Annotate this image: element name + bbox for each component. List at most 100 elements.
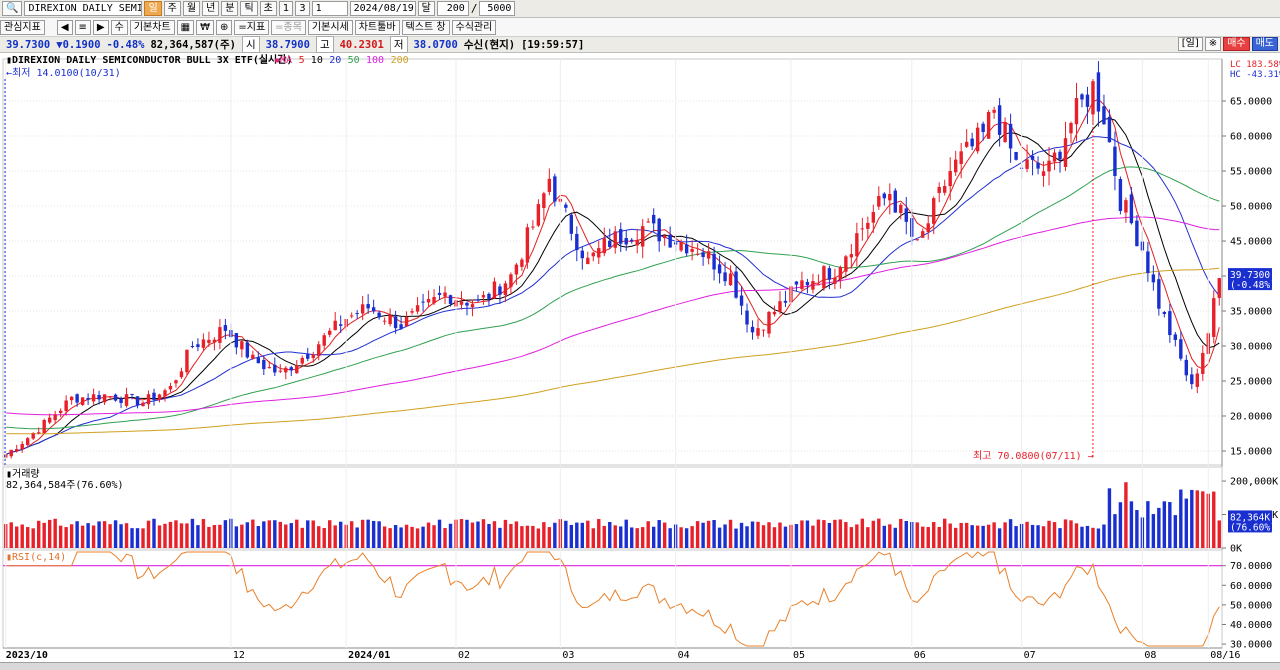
volume-bar <box>75 521 79 548</box>
volume-bar <box>975 525 980 548</box>
indicator-button[interactable]: =지표 <box>234 20 270 35</box>
chart-toolbar-button[interactable]: 차트툴바 <box>354 20 400 35</box>
candle-body <box>794 281 799 285</box>
sell-button[interactable]: 매도 <box>1251 37 1278 51</box>
volume-bar <box>712 520 716 548</box>
candle-body <box>349 315 354 317</box>
volume-bar <box>684 528 689 548</box>
volume-bar <box>997 528 1002 548</box>
settings-icon[interactable]: ※ <box>1204 37 1222 51</box>
volume-bar <box>388 528 392 548</box>
candle-body <box>256 357 261 364</box>
volume-bar <box>1080 526 1084 548</box>
volume-bar <box>36 520 41 548</box>
ma-line-ma100 <box>5 216 1220 416</box>
ma-legend-item: ▪MA <box>274 55 292 66</box>
candle-body <box>91 394 96 402</box>
num1-button[interactable]: 1 <box>278 1 294 16</box>
volume-bar <box>893 527 897 548</box>
candle-body <box>15 449 19 452</box>
period-tick-button[interactable]: 틱 <box>240 1 258 16</box>
candle-body <box>135 396 140 406</box>
volume-bar <box>1201 491 1205 548</box>
num2-button[interactable]: 3 <box>295 1 310 16</box>
period-minute-button[interactable]: 분 <box>221 1 239 16</box>
calendar-icon[interactable]: 달 <box>417 1 435 16</box>
candle-body <box>262 359 266 370</box>
nav-right-button[interactable]: ▶ <box>92 20 109 35</box>
indicator-list-button[interactable]: 관심지표 <box>0 20 45 35</box>
count-input[interactable]: 200 <box>436 1 469 16</box>
period-second-button[interactable]: 초 <box>259 1 277 16</box>
candle-body <box>772 311 777 315</box>
volume-bar <box>772 527 777 548</box>
rsi-tick-label: 40.0000 <box>1230 620 1272 631</box>
volume-bar <box>415 528 420 548</box>
volume-bar <box>64 527 68 548</box>
volume-bar <box>1173 515 1178 548</box>
currency-button[interactable]: ₩ <box>196 20 214 35</box>
candle-body <box>360 304 365 314</box>
basic-chart-button[interactable]: 기본차트 <box>129 20 175 35</box>
candle-body <box>915 239 919 241</box>
symbol-input[interactable]: DIREXION DAILY SEMICONDL <box>24 1 143 16</box>
volume-bar <box>964 522 969 548</box>
candle-body <box>141 402 145 407</box>
nav-menu-button[interactable]: ≡ <box>74 20 91 35</box>
last-price-label: 39.7300 <box>1230 270 1270 281</box>
price-change: ▼0.1900 <box>56 38 101 51</box>
text-window-button[interactable]: 텍스트 창 <box>401 20 450 35</box>
formula-button[interactable]: 수식관리 <box>451 20 497 35</box>
scroll-bar[interactable] <box>0 662 1280 670</box>
candle-body <box>800 280 804 289</box>
volume-bar <box>750 521 755 548</box>
multiplier-select[interactable]: 1 <box>311 1 348 16</box>
period-year-button[interactable]: 년 <box>202 1 220 16</box>
volume-bar <box>932 521 936 548</box>
max-input[interactable]: 5000 <box>479 1 516 16</box>
rsi-line <box>5 551 1220 647</box>
volume-bar <box>470 522 475 548</box>
volume-bar <box>448 523 453 548</box>
candle-body <box>328 330 332 335</box>
period-day-button[interactable]: 일 <box>144 1 162 16</box>
candle-body <box>113 394 118 401</box>
candle-body <box>207 339 211 344</box>
volume-bar <box>1047 520 1051 548</box>
date-input[interactable]: 2024/08/19 <box>349 1 416 16</box>
search-icon[interactable]: 🔍 <box>2 1 23 16</box>
volume-bar <box>992 522 996 548</box>
volume-bar <box>223 520 228 548</box>
volume-bar <box>1151 514 1156 548</box>
volume-bar <box>157 525 162 548</box>
ma-line-ma200 <box>5 267 1220 435</box>
stock-chart[interactable]: 15.0000 20.0000 25.0000 30.0000 35.0000 40.00… <box>0 53 1280 662</box>
nav-left-button[interactable]: ◀ <box>56 20 73 35</box>
volume-bar <box>706 520 711 548</box>
period-week-button[interactable]: 주 <box>163 1 181 16</box>
rsi-tick-label: 70.0000 <box>1230 561 1272 572</box>
capture-icon[interactable]: ▦ <box>176 20 195 35</box>
candle-body <box>80 397 85 406</box>
candle-body <box>130 393 134 395</box>
stock-button[interactable]: =종목 <box>271 20 306 35</box>
period-month-button[interactable]: 월 <box>182 1 201 16</box>
modify-button[interactable]: 수 <box>110 20 128 35</box>
view-mode-button[interactable]: [일] <box>1177 37 1203 51</box>
candle-body <box>712 253 716 270</box>
basic-quote-button[interactable]: 기본시세 <box>307 20 353 35</box>
volume-bar <box>1003 522 1007 548</box>
candle-body <box>695 253 700 255</box>
link-icon[interactable]: ⊕ <box>215 20 233 35</box>
volume-bar <box>437 519 442 548</box>
buy-button[interactable]: 매수 <box>1223 37 1250 51</box>
volume-bar <box>822 520 826 548</box>
volume-bar <box>569 524 574 548</box>
candle-body <box>410 311 414 313</box>
volume-bar <box>888 524 892 548</box>
volume-bar <box>124 523 129 548</box>
candle-body <box>921 231 925 238</box>
candle-body <box>240 341 244 350</box>
volume-bar <box>767 522 771 548</box>
candle-body <box>201 339 206 348</box>
